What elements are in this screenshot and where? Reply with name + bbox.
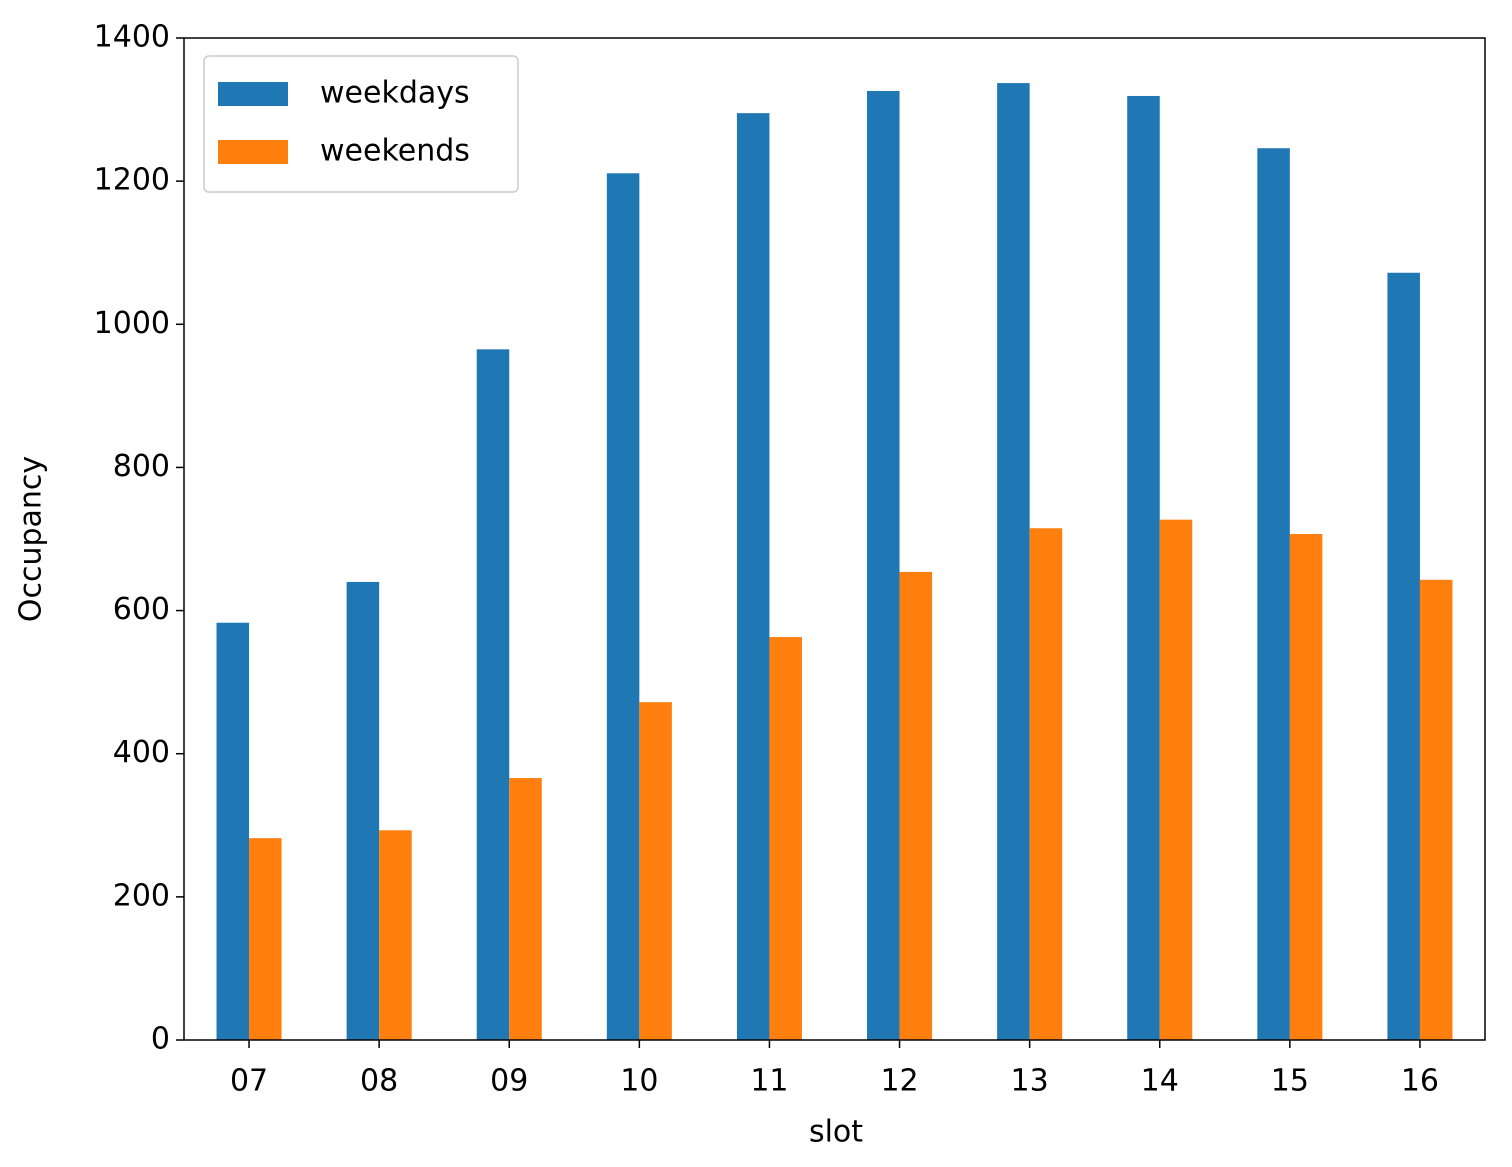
legend-label: weekends — [320, 134, 470, 169]
x-tick-label: 09 — [490, 1064, 528, 1099]
y-tick-label: 0 — [151, 1022, 170, 1057]
bar — [606, 173, 640, 1040]
y-tick-label: 600 — [113, 592, 170, 627]
x-tick-label: 08 — [360, 1064, 398, 1099]
bar — [249, 838, 282, 1040]
bar — [476, 349, 510, 1041]
bar — [1029, 528, 1063, 1040]
legend-swatch — [218, 140, 288, 164]
bar — [509, 778, 542, 1040]
x-tick-label: 16 — [1401, 1064, 1439, 1099]
bar — [769, 637, 802, 1040]
y-axis-label: Occupancy — [14, 456, 49, 622]
bar — [1127, 95, 1160, 1041]
x-tick-label: 07 — [230, 1064, 268, 1099]
bar — [1257, 148, 1290, 1041]
bar — [346, 581, 380, 1040]
bar — [1387, 272, 1420, 1040]
bar — [997, 83, 1030, 1041]
x-tick-label: 13 — [1011, 1064, 1049, 1099]
y-tick-label: 200 — [113, 878, 170, 913]
x-tick-label: 10 — [620, 1064, 658, 1099]
y-tick-label: 400 — [113, 735, 170, 770]
bar — [899, 571, 933, 1040]
bar — [867, 90, 900, 1040]
y-tick-label: 1200 — [94, 163, 170, 198]
x-tick-label: 12 — [880, 1064, 918, 1099]
plot-frame — [183, 37, 1486, 1041]
bar — [1289, 533, 1323, 1040]
x-tick-label: 11 — [750, 1064, 788, 1099]
bar — [379, 830, 412, 1040]
y-tick-label: 800 — [113, 449, 170, 484]
y-tick-label: 1400 — [94, 20, 170, 55]
bar — [736, 113, 770, 1040]
y-tick-label: 1000 — [94, 306, 170, 341]
x-tick-label: 14 — [1141, 1064, 1179, 1099]
legend-label: weekdays — [320, 76, 470, 111]
bar — [216, 622, 250, 1040]
bar — [1159, 519, 1193, 1040]
x-axis-label: slot — [809, 1115, 863, 1150]
bar — [1419, 579, 1453, 1040]
x-tick-label: 15 — [1271, 1064, 1309, 1099]
bar — [639, 702, 672, 1040]
legend-swatch — [218, 82, 288, 106]
